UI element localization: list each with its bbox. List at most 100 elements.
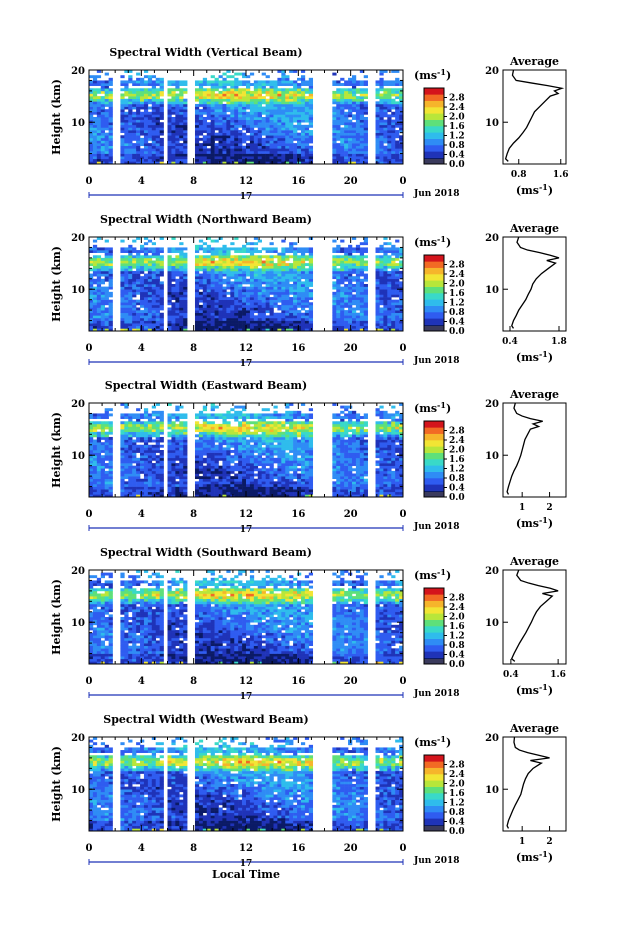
heatmap-cell <box>383 320 388 324</box>
heatmap-cell <box>234 96 239 100</box>
heatmap-cell <box>308 291 314 295</box>
heatmap-cell <box>222 307 227 311</box>
heatmap-cell <box>147 323 153 327</box>
heatmap-cell <box>124 426 129 430</box>
heatmap-cell <box>108 315 113 319</box>
heatmap-cell <box>308 101 314 105</box>
heatmap-cell <box>222 273 227 277</box>
heatmap-cell <box>194 286 200 290</box>
heatmap-cell <box>100 260 105 264</box>
heatmap-cell <box>238 289 243 293</box>
heatmap-cell <box>151 286 157 290</box>
heatmap-cell <box>194 150 200 154</box>
heatmap-cell <box>159 465 164 469</box>
heatmap-cell <box>242 111 247 115</box>
heatmap-cell <box>120 447 125 451</box>
heatmap-cell <box>159 470 164 474</box>
heatmap-cell <box>363 302 368 306</box>
heatmap-cell <box>238 325 243 329</box>
heatmap-cell <box>226 312 231 316</box>
heatmap-cell <box>167 291 172 295</box>
heatmap-cell <box>179 124 184 128</box>
heatmap-cell <box>124 150 129 154</box>
heatmap-cell <box>383 294 388 298</box>
heatmap-cell <box>198 161 204 165</box>
heatmap-cell <box>340 260 345 264</box>
heatmap-cell <box>132 276 137 280</box>
heatmap-cell <box>304 150 310 154</box>
heatmap-cell <box>202 323 208 327</box>
heatmap-cell <box>147 132 153 136</box>
heatmap-cell <box>336 244 341 248</box>
heatmap-cell <box>348 88 353 92</box>
heatmap-cell <box>89 114 94 118</box>
heatmap-cell <box>363 255 368 259</box>
heatmap-cell <box>293 88 298 92</box>
heatmap-cell <box>175 148 180 152</box>
heatmap-cell <box>210 263 215 267</box>
heatmap-cell <box>155 148 160 152</box>
heatmap-cell <box>147 465 153 469</box>
heatmap-cell <box>202 291 208 295</box>
heatmap-cell <box>253 103 259 107</box>
heatmap-cell <box>293 242 298 246</box>
heatmap-cell <box>399 90 404 94</box>
heatmap-cell <box>387 145 392 149</box>
heatmap-cell <box>120 494 125 498</box>
heatmap-cell <box>167 88 172 92</box>
heatmap-cell <box>108 328 113 332</box>
heatmap-cell <box>289 161 294 165</box>
heatmap-cell <box>387 150 392 154</box>
heatmap-cell <box>159 122 164 126</box>
heatmap-cell <box>206 323 211 327</box>
heatmap-cell <box>151 486 157 490</box>
heatmap-cell <box>179 247 184 251</box>
heatmap-cell <box>383 150 388 154</box>
heatmap-cell <box>363 109 368 113</box>
heatmap-cell <box>297 247 302 251</box>
heatmap-cell <box>214 88 219 92</box>
heatmap-cell <box>332 304 337 308</box>
heatmap-cell <box>387 122 392 126</box>
heatmap-cell <box>175 130 180 133</box>
heatmap-cell <box>359 268 365 272</box>
heatmap-cell <box>238 143 243 147</box>
heatmap-cell <box>128 473 133 477</box>
heatmap-cell <box>399 93 404 97</box>
heatmap-cell <box>308 281 314 285</box>
heatmap-cell <box>128 106 133 110</box>
heatmap-cell <box>92 423 98 427</box>
heatmap-cell <box>89 434 94 438</box>
heatmap-cell <box>143 455 149 459</box>
heatmap-cell <box>265 284 270 287</box>
heatmap-cell <box>308 307 314 311</box>
heatmap-cell <box>379 77 384 81</box>
heatmap-cell <box>155 450 160 453</box>
heatmap-cell <box>289 103 294 107</box>
heatmap-cell <box>124 127 129 131</box>
heatmap-cell <box>297 270 302 274</box>
heatmap-cell <box>198 80 204 84</box>
heatmap-cell <box>261 101 266 105</box>
heatmap-cell <box>147 153 153 157</box>
heatmap-cell <box>175 265 180 269</box>
heatmap-cell <box>218 325 223 329</box>
heatmap-cell <box>293 294 298 298</box>
heatmap-cell <box>96 491 102 495</box>
heatmap-cell <box>136 468 141 472</box>
heatmap-cell <box>96 307 102 311</box>
heatmap-cell <box>104 143 109 147</box>
heatmap-cell <box>222 153 227 157</box>
heatmap-cell <box>140 450 145 453</box>
heatmap-cell <box>206 109 211 113</box>
heatmap-cell <box>246 297 251 300</box>
heatmap-cell <box>104 431 109 435</box>
heatmap-cell <box>230 297 235 300</box>
heatmap-cell <box>104 239 109 243</box>
heatmap-cell <box>147 431 153 435</box>
heatmap-cell <box>96 276 102 280</box>
heatmap-cell <box>375 114 380 118</box>
heatmap-cell <box>297 289 302 293</box>
heatmap-cell <box>214 278 219 282</box>
heatmap-cell <box>285 137 290 141</box>
